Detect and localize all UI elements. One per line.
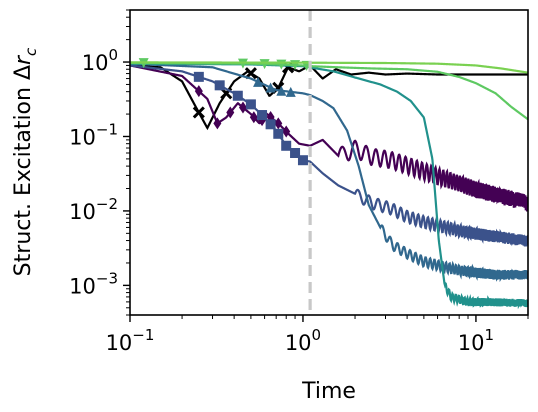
series-2-marker-1 xyxy=(214,80,225,91)
series-2-marker-3 xyxy=(245,99,256,110)
series-2-marker-9 xyxy=(297,155,308,166)
series-2-marker-4 xyxy=(257,110,268,121)
y-axis-label-symbol: r xyxy=(11,54,36,65)
series-line-1 xyxy=(130,64,528,212)
series-2-marker-8 xyxy=(290,147,301,158)
x-axis-label: Time xyxy=(301,379,356,404)
series-1-marker-0 xyxy=(194,85,203,98)
series-1-marker-8 xyxy=(282,125,291,138)
x-tick-label-1: 100 xyxy=(285,326,321,355)
x-tick-label-2: 101 xyxy=(458,326,494,355)
y-axis-label: Struct. Excitation Δrc xyxy=(11,47,40,276)
series-2-marker-5 xyxy=(265,119,276,130)
x-tick-label-0: 10−1 xyxy=(106,326,155,355)
y-tick-label-2: 10−1 xyxy=(69,120,118,149)
y-tick-label-0: 10−3 xyxy=(69,269,118,298)
series-1-marker-2 xyxy=(226,106,235,119)
series-3-marker-2 xyxy=(276,85,287,96)
series-line-3 xyxy=(130,62,528,283)
plot-frame xyxy=(129,9,529,316)
series-2-marker-6 xyxy=(273,128,284,139)
series-3-marker-3 xyxy=(285,86,296,97)
series-1-marker-7 xyxy=(274,117,283,130)
series-2-marker-0 xyxy=(193,71,204,82)
series-3-marker-1 xyxy=(265,82,276,93)
series-1-marker-4 xyxy=(249,111,258,124)
series-3-marker-0 xyxy=(253,76,264,87)
axes: 10−1 100 101 10−3 10−2 10−1 100 xyxy=(69,9,529,355)
y-tick-label-1: 10−2 xyxy=(69,195,118,224)
y-axis-label-main: Struct. Excitation Δ xyxy=(11,65,36,276)
series-line-2 xyxy=(130,64,528,247)
y-tick-label-3: 100 xyxy=(82,46,118,75)
series-line-6 xyxy=(130,61,528,74)
series-1-marker-3 xyxy=(238,101,247,114)
series-2-marker-2 xyxy=(232,90,243,101)
plot-area xyxy=(130,10,528,315)
series-0-marker-0 xyxy=(192,106,205,119)
series-2-marker-7 xyxy=(281,140,292,151)
series-1-marker-1 xyxy=(213,117,222,130)
y-axis-label-subscript: c xyxy=(22,47,40,56)
